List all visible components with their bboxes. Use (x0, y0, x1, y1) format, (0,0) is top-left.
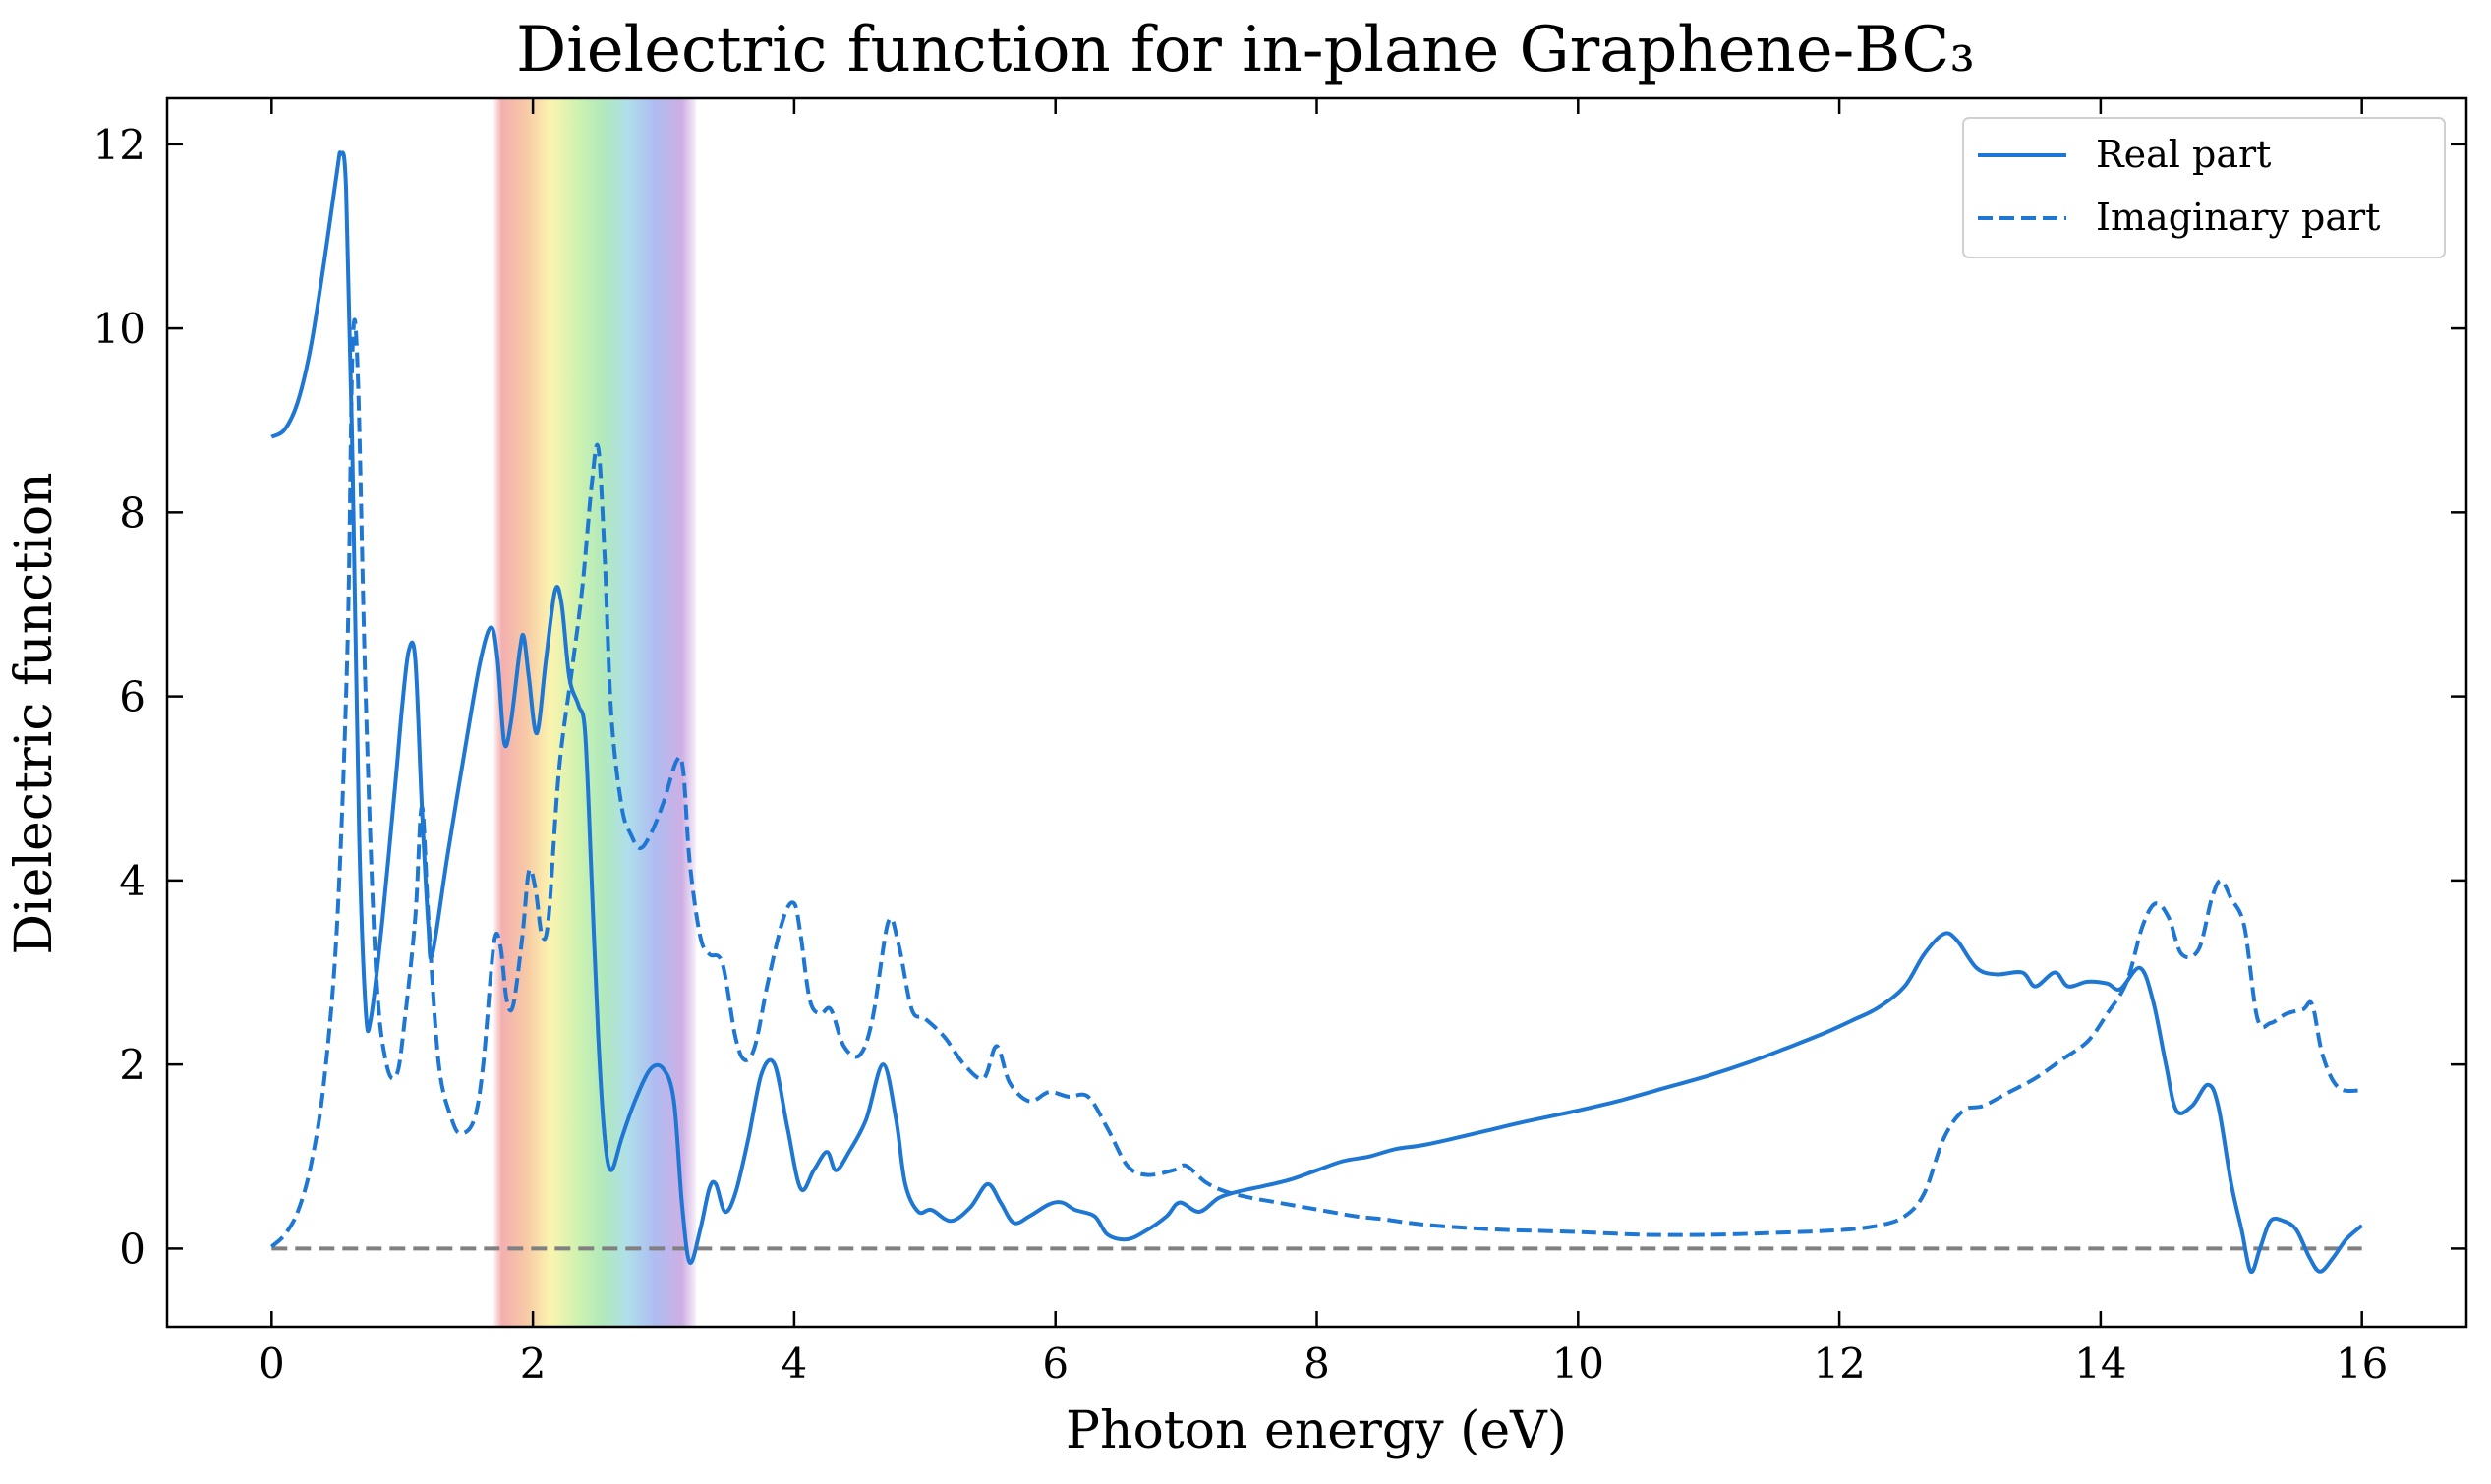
visible-spectrum-band (493, 99, 697, 1326)
x-tick-label: 2 (520, 1340, 547, 1388)
x-tick-label: 16 (2336, 1340, 2388, 1388)
legend-box (1962, 117, 2446, 258)
y-tick-label: 8 (119, 488, 145, 537)
y-tick-label: 6 (119, 673, 145, 721)
x-tick-label: 8 (1303, 1340, 1330, 1388)
y-tick-label: 2 (119, 1041, 145, 1089)
y-tick-label: 0 (119, 1225, 145, 1273)
x-tick-label: 0 (259, 1340, 285, 1388)
chart-title: Dielectric function for in-plane Graphen… (516, 14, 1975, 86)
legend-label-real: Real part (2096, 133, 2271, 176)
legend: Real part Imaginary part (1962, 117, 2446, 258)
x-tick-label: 14 (2074, 1340, 2126, 1388)
y-axis-label: Dielectric function (5, 472, 64, 954)
x-axis-label: Photon energy (eV) (1066, 1401, 1567, 1460)
x-tick-label: 6 (1042, 1340, 1069, 1388)
y-tick-label: 4 (119, 857, 145, 905)
x-tick-label: 4 (782, 1340, 808, 1388)
x-tick-label: 10 (1552, 1340, 1604, 1388)
legend-label-imaginary: Imaginary part (2096, 196, 2380, 239)
series-line-imaginary (269, 317, 2362, 1249)
x-tick-label: 12 (1813, 1340, 1865, 1388)
series-line-real (270, 150, 2363, 1275)
y-tick-label: 10 (93, 305, 145, 353)
y-tick-label: 12 (93, 121, 145, 169)
